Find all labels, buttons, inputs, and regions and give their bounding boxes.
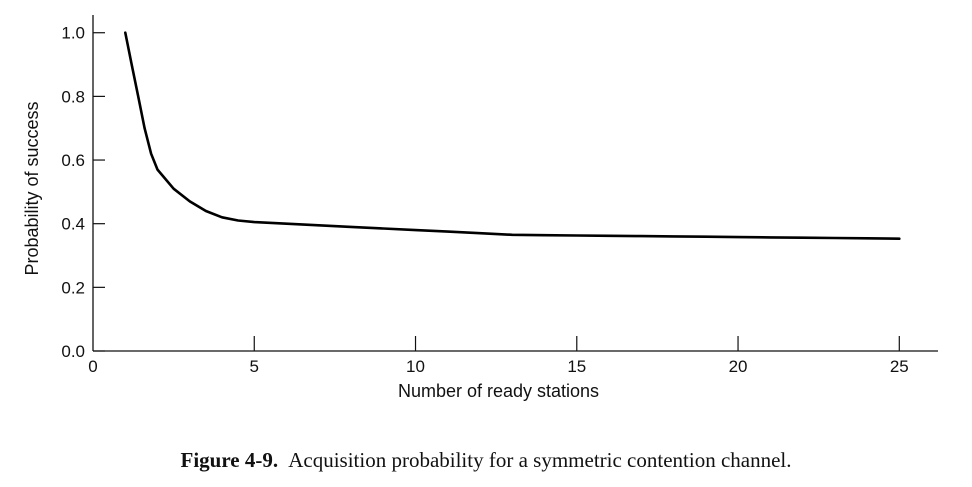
chart: 0.0 0.2 0.4 0.6 0.8 1.0 0 5 10 15 20 25 Number of …: [22, 15, 938, 401]
x-axis-ticks: 0 5 10 15 20 25: [88, 336, 909, 376]
y-tick-label: 0.4: [61, 215, 85, 234]
figure-caption: Figure 4-9. Acquisition probability for …: [0, 448, 972, 473]
y-axis-ticks: 0.0 0.2 0.4 0.6 0.8 1.0: [61, 24, 105, 361]
x-tick-label: 10: [406, 357, 425, 376]
series-layer: [124, 31, 901, 240]
y-tick-label: 0.2: [61, 278, 85, 297]
x-tick-label: 25: [890, 357, 909, 376]
y-tick-label: 0.6: [61, 151, 85, 170]
y-axis-title: Probability of success: [22, 101, 42, 275]
plot-frame: [92, 15, 938, 352]
chart-svg: 0.0 0.2 0.4 0.6 0.8 1.0 0 5 10 15 20 25 Number of …: [22, 15, 938, 401]
y-tick-label: 0.8: [61, 87, 85, 106]
figure-caption-text: Acquisition probability for a symmetric …: [288, 448, 792, 472]
x-tick-label: 20: [729, 357, 748, 376]
x-axis-title: Number of ready stations: [398, 381, 599, 401]
series-line: [124, 31, 901, 240]
x-tick-label: 5: [250, 357, 259, 376]
figure-number: Figure 4-9.: [180, 448, 279, 472]
y-tick-label: 0.0: [61, 342, 85, 361]
x-tick-label: 15: [567, 357, 586, 376]
x-tick-label: 0: [88, 357, 97, 376]
y-tick-label: 1.0: [61, 24, 85, 43]
